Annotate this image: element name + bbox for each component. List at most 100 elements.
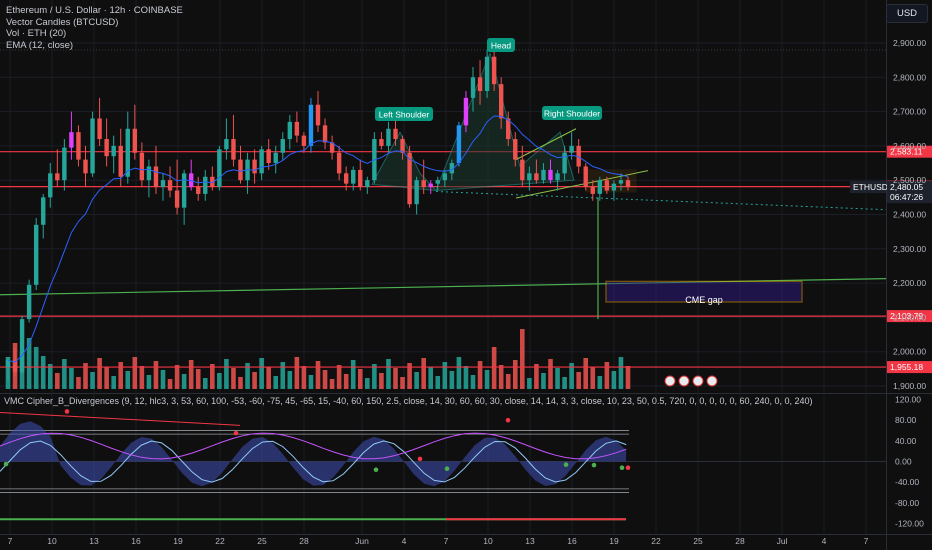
volume-bar <box>491 347 497 389</box>
volume-bar <box>160 370 166 389</box>
indicator-ema[interactable]: EMA (12, close) <box>6 39 74 51</box>
candle-body <box>132 128 138 153</box>
indicator-volume[interactable]: Vol · ETH (20) <box>6 28 67 39</box>
volume-bar <box>210 364 215 389</box>
volume-bar <box>245 363 250 389</box>
volume-bar <box>252 372 257 389</box>
time-tick-label: 7 <box>864 536 869 546</box>
candle-body <box>421 180 426 188</box>
volume-bar <box>329 379 335 389</box>
candle-body <box>611 183 617 191</box>
candle-body <box>287 121 293 140</box>
signal-dot <box>417 456 423 462</box>
price-pane[interactable] <box>0 0 886 393</box>
pattern-labels[interactable]: Head Left Shoulder Right Shoulder CME gap <box>375 38 723 305</box>
time-tick-label: 10 <box>47 536 57 546</box>
volume-bar <box>238 377 243 389</box>
candle-body <box>146 166 152 181</box>
candle-body <box>386 128 391 146</box>
time-tick-label: 28 <box>299 536 309 546</box>
event-flags[interactable] <box>664 375 718 387</box>
candle-body <box>203 176 208 194</box>
time-tick-label: 7 <box>8 536 13 546</box>
candle-body <box>506 118 511 140</box>
volume-bar <box>118 362 124 389</box>
volume-bar <box>407 363 412 389</box>
time-axis[interactable]: 7 10 13 16 19 22 25 28 Jun 4 7 10 13 16 19 22 25 28 Jul 4 7 <box>8 536 869 546</box>
volume-bar <box>125 371 131 389</box>
volume-bar <box>315 361 321 389</box>
candle-body <box>491 56 497 85</box>
price-tick-label: 2,000.00 <box>893 347 926 357</box>
time-tick-label: 13 <box>525 536 535 546</box>
level-tag-label: 2,103.79 <box>890 311 923 321</box>
candle-body <box>181 173 187 208</box>
volume-bar <box>104 367 109 389</box>
volume-bar <box>379 373 384 389</box>
horizontal-levels[interactable]: 2,583.112,481.342,103.791,955.18ETHUSD2,… <box>0 145 932 374</box>
candle-body <box>484 56 490 92</box>
candle-body <box>196 187 201 194</box>
candle-body <box>618 180 624 184</box>
volume-bar <box>202 378 208 389</box>
candle-body <box>33 224 39 285</box>
candle-body <box>273 152 278 164</box>
volume-bar <box>266 367 271 389</box>
candle-body <box>12 360 18 373</box>
volume-bar <box>69 368 74 389</box>
volume-bar <box>357 369 363 389</box>
level-tag-label: 1,955.18 <box>890 362 923 372</box>
ema-line <box>7 115 629 363</box>
volume-bar <box>470 375 476 389</box>
candle-body <box>139 152 145 181</box>
countdown-label: 06:47:26 <box>890 192 923 202</box>
volume-bar <box>301 366 307 389</box>
time-tick-label: 10 <box>483 536 493 546</box>
candle-body <box>125 128 130 177</box>
currency-button[interactable]: USD <box>886 4 928 23</box>
candle-body <box>322 125 328 143</box>
volume-bar <box>174 365 180 389</box>
volume-bar <box>259 358 264 389</box>
candle-body <box>534 173 539 181</box>
symbol-tag <box>850 181 886 194</box>
candle-body <box>167 180 173 191</box>
candle-body <box>48 173 53 198</box>
price-axis[interactable]: 2,900.00 2,800.00 2,700.00 2,600.00 2,500.00… <box>893 38 926 391</box>
volume-bar <box>576 372 581 389</box>
candle-body <box>513 139 518 160</box>
signal-dot <box>619 465 625 470</box>
candle-body <box>62 147 67 181</box>
signal-dot <box>233 430 239 436</box>
volume-bar <box>597 376 603 389</box>
symbol-title[interactable]: Ethereum / U.S. Dollar · 12h · COINBASE <box>6 5 183 16</box>
signal-dot <box>591 462 597 468</box>
wavetrend-line <box>0 440 627 483</box>
candle-body <box>379 139 384 146</box>
volume-bar <box>55 373 60 389</box>
volume-bar <box>26 338 32 389</box>
oscillator-title[interactable]: VMC Cipher_B_Divergences (9, 12, hlc3, 3… <box>4 396 813 406</box>
signal-dot <box>64 409 70 414</box>
volume-bar <box>294 357 300 389</box>
indicator-vector-candles[interactable]: Vector Candles (BTCUSD) <box>6 16 119 28</box>
level-tag <box>887 310 932 323</box>
candle-body <box>548 169 553 181</box>
candle-body <box>217 149 222 188</box>
time-tick-label: 22 <box>651 536 661 546</box>
wavetrend-area <box>0 421 627 487</box>
candle-body <box>597 180 603 194</box>
volume-bar <box>400 377 405 389</box>
volume-bar <box>287 371 293 389</box>
us-flag-icon <box>678 375 690 387</box>
candle-body <box>604 180 610 191</box>
price-tag-label: 2,480.05 <box>890 182 923 192</box>
candle-body <box>393 128 398 140</box>
candle-body <box>90 118 95 174</box>
candle-body <box>562 152 567 174</box>
neckline-extension <box>435 191 887 211</box>
volume-bar <box>512 360 518 389</box>
candle-body <box>555 173 560 181</box>
candle-body <box>111 145 116 157</box>
